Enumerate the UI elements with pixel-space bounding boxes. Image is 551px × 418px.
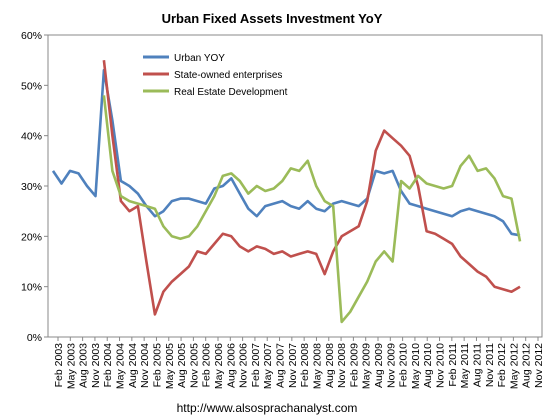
x-tick-label: Feb 2008 — [299, 343, 311, 388]
x-tick-label: Feb 2004 — [102, 343, 114, 388]
x-tick-label: Feb 2009 — [348, 343, 360, 388]
x-tick-label: May 2010 — [410, 343, 422, 389]
x-tick-label: Feb 2006 — [201, 343, 213, 388]
x-tick-label: May 2009 — [361, 343, 373, 389]
x-tick-label: Aug 2012 — [521, 343, 533, 388]
x-tick-label: Aug 2006 — [225, 343, 237, 388]
y-tick-label: 20% — [21, 231, 42, 243]
legend-label: Urban YOY — [174, 53, 225, 64]
x-tick-label: Aug 2003 — [78, 343, 90, 388]
x-tick-label: Nov 2005 — [188, 343, 200, 388]
x-tick-label: Nov 2008 — [336, 343, 348, 388]
x-tick-label: May 2008 — [311, 343, 323, 389]
x-tick-label: Aug 2007 — [275, 343, 287, 388]
x-tick-label: Aug 2008 — [324, 343, 336, 388]
x-tick-label: Aug 2009 — [373, 343, 385, 388]
x-tick-label: Nov 2011 — [484, 343, 496, 387]
x-tick-label: Feb 2005 — [151, 343, 163, 388]
y-tick-label: 60% — [21, 30, 42, 42]
x-tick-label: Nov 2003 — [90, 343, 102, 388]
x-tick-label: May 2003 — [65, 343, 77, 389]
source-url[interactable]: http://www.alsosprachanalyst.com — [177, 401, 358, 415]
x-tick-label: Feb 2011 — [447, 343, 459, 387]
x-tick-label: Aug 2010 — [422, 343, 434, 388]
x-tick-label: Nov 2010 — [435, 343, 447, 388]
x-axis: Feb 2003 May 2003 Aug 2003 Nov 2003 Feb 2004… — [53, 337, 545, 389]
x-tick-label: Feb 2012 — [496, 343, 508, 388]
x-tick-label: Feb 2007 — [250, 343, 262, 388]
x-tick-label: Nov 2012 — [533, 343, 545, 388]
x-tick-label: Nov 2004 — [139, 343, 151, 388]
series-line-0 — [51, 68, 521, 237]
x-tick-label: Aug 2011 — [471, 343, 483, 387]
x-tick-label: May 2004 — [115, 343, 127, 389]
legend-label: State-owned enterprises — [174, 70, 282, 81]
y-tick-label: 10% — [21, 282, 42, 294]
y-tick-label: 0% — [27, 332, 42, 344]
x-tick-label: May 2005 — [164, 343, 176, 389]
series-layer — [51, 60, 522, 324]
y-tick-label: 30% — [21, 181, 42, 193]
x-tick-label: Aug 2005 — [176, 343, 188, 388]
x-tick-label: Nov 2007 — [287, 343, 299, 388]
x-tick-label: Aug 2004 — [127, 343, 139, 388]
x-tick-label: May 2011 — [459, 343, 471, 388]
x-tick-label: May 2012 — [508, 343, 520, 389]
series-line-1 — [102, 60, 521, 316]
y-tick-label: 50% — [21, 80, 42, 92]
chart-title: Urban Fixed Assets Investment YoY — [162, 11, 383, 26]
legend-label: Real Estate Development — [174, 87, 288, 98]
x-tick-label: May 2007 — [262, 343, 274, 389]
legend: Urban YOY State-owned enterprises Real Est… — [143, 53, 288, 98]
y-axis: 0% 10% 20% 30% 40% 50% 60% — [21, 30, 48, 344]
plot-area — [47, 34, 543, 338]
x-tick-label: May 2006 — [213, 343, 225, 389]
x-tick-label: Nov 2006 — [238, 343, 250, 388]
y-tick-label: 40% — [21, 131, 42, 143]
x-tick-label: Nov 2009 — [385, 343, 397, 388]
x-tick-label: Feb 2003 — [53, 343, 65, 388]
x-tick-label: Feb 2010 — [398, 343, 410, 388]
series-line-2 — [102, 95, 522, 324]
